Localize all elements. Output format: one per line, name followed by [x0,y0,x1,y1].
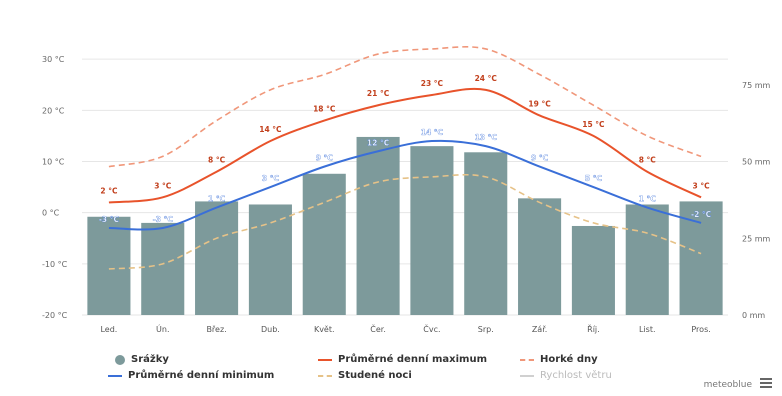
x-tick-label: Čer. [370,323,386,334]
legend-label-precip: Srážky [131,354,169,365]
data-label: 1 °C [639,195,657,204]
precip-bar [195,201,239,315]
x-tick-label: Čvc. [423,323,440,334]
precip-bar [625,204,669,315]
data-label: 3 °C [262,174,280,183]
legend-swatch-precip [115,354,125,365]
x-tick-label: Dub. [261,325,280,334]
left-tick-label: -20 °C [42,311,68,320]
precip-bar [410,146,454,315]
data-label: -2 °C [691,210,712,219]
legend-swatch-max [318,358,332,361]
legend-label-min: Průměrné denní minimum [128,370,275,381]
data-label: 8 °C [639,156,657,165]
data-label: 14 °C [421,128,444,137]
x-tick-label: Zář. [532,325,547,334]
credit-text: meteoblue [703,380,752,390]
series-line [108,173,702,270]
legend-swatch-hot [520,358,534,361]
data-label: 3 °C [154,181,172,190]
data-label: 9 °C [316,154,334,163]
legend-label-cold: Studené noci [338,370,412,381]
data-label: 15 °C [582,120,605,129]
legend-item-precip[interactable]: Srážky [115,354,169,365]
precip-bar [356,136,400,315]
legend-item-min[interactable]: Průměrné denní minimum [108,370,274,381]
data-label: 18 °C [313,105,336,114]
right-tick-label: 0 mm [742,311,765,320]
data-label: 8 °C [208,156,226,165]
data-label: 12 °C [367,138,390,147]
menu-icon[interactable] [760,378,772,388]
right-tick-label: 25 mm [742,234,771,243]
data-label: 19 °C [528,99,551,108]
x-tick-label: Květ. [314,325,335,334]
right-tick-label: 50 mm [742,158,771,167]
x-tick-label: Říj. [587,324,600,334]
x-tick-label: Břez. [206,325,226,334]
legend-label-max: Průměrné denní maximum [338,354,487,365]
precip-bar [518,198,562,315]
precip-bar [464,152,508,315]
legend-swatch-wind [520,374,534,377]
legend-label-hot: Horké dny [540,354,598,365]
precip-bar [302,173,346,315]
legend-item-hot[interactable]: Horké dny [520,354,598,365]
data-label: -3 °C [153,215,174,224]
precip-bar [571,225,615,315]
left-tick-label: 0 °C [42,209,60,218]
series-line [108,87,702,204]
series-line [108,139,702,231]
data-label: 14 °C [259,125,282,134]
legend-item-wind[interactable]: Rychlost větru [520,370,612,381]
data-label: -3 °C [99,215,120,224]
x-tick-label: List. [639,325,656,334]
data-label: 5 °C [585,174,603,183]
legend-swatch-min [108,374,122,377]
x-tick-label: Pros. [691,325,710,334]
legend-item-max[interactable]: Průměrné denní maximum [318,354,487,365]
data-label: 21 °C [367,89,390,98]
data-label: 13 °C [475,133,498,142]
x-tick-label: Srp. [478,325,494,334]
data-label: 24 °C [475,74,498,83]
x-tick-label: Led. [100,325,117,334]
legend-swatch-cold [318,374,332,377]
x-tick-label: Ún. [156,323,169,334]
precip-bar [248,204,292,315]
data-label: 23 °C [421,79,444,88]
left-tick-label: 20 °C [42,106,65,115]
data-label: 2 °C [100,186,118,195]
precip-bar [87,216,131,315]
right-tick-label: 75 mm [742,81,771,90]
left-tick-label: 30 °C [42,55,65,64]
precip-bar [679,201,723,315]
legend-item-cold[interactable]: Studené noci [318,370,412,381]
data-label: 9 °C [531,154,549,163]
left-tick-label: -10 °C [42,260,68,269]
data-label: 3 °C [693,181,711,190]
precip-bar [141,222,185,315]
legend-label-wind: Rychlost větru [540,370,612,381]
data-label: 1 °C [208,195,226,204]
left-tick-label: 10 °C [42,158,65,167]
